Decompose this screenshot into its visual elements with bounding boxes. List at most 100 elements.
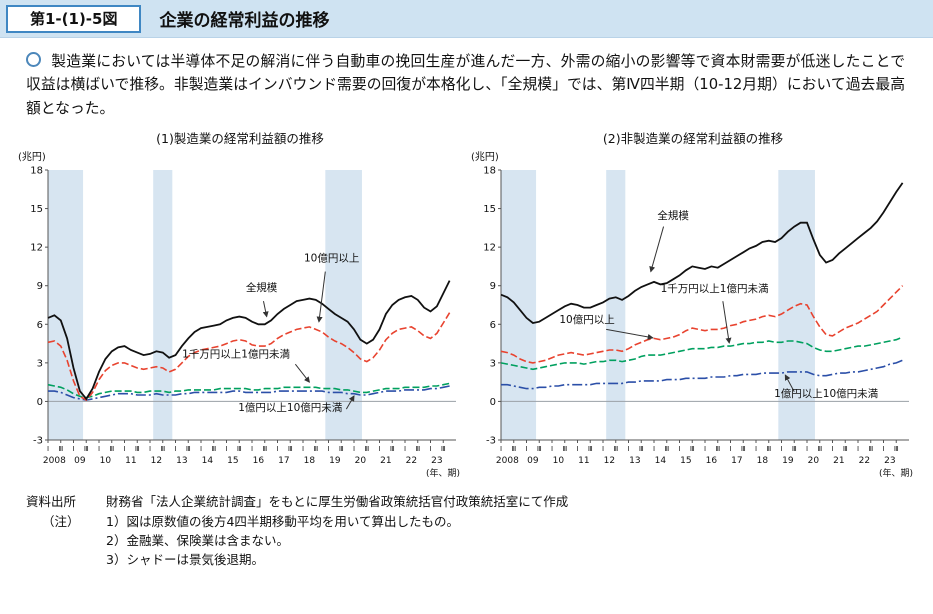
series-annotation-label: 10億円以上 <box>304 251 359 264</box>
year-label: 12 <box>604 456 615 466</box>
quarter-tick-label: Ⅰ <box>302 445 304 453</box>
y-tick-label: 18 <box>30 166 43 177</box>
quarter-tick-label: Ⅲ <box>288 445 293 453</box>
charts-container: (1)製造業の経常利益額の推移 -3 0 3 6 9 12 15 18 Ⅰ Ⅲ Ⅰ Ⅲ Ⅰ Ⅲ Ⅰ Ⅲ Ⅰ Ⅲ Ⅰ Ⅲ… <box>0 124 933 486</box>
note-list: 1）図は原数値の後方4四半期移動平均を用いて算出したもの。 2）金融業、保険業は… <box>106 512 459 570</box>
quarter-tick-label: Ⅲ <box>613 445 618 453</box>
quarter-tick-label: Ⅰ <box>755 445 757 453</box>
year-label: 12 <box>151 456 162 466</box>
year-label: 13 <box>629 456 640 466</box>
quarter-tick-label: Ⅰ <box>123 445 125 453</box>
quarter-tick-label: Ⅲ <box>894 445 899 453</box>
year-label: 21 <box>833 456 844 466</box>
quarter-tick-label: Ⅰ <box>404 445 406 453</box>
quarter-tick-label: Ⅰ <box>251 445 253 453</box>
quarter-tick-label: Ⅲ <box>84 445 89 453</box>
series-annotation-label: 1億円以上10億円未満 <box>238 401 343 414</box>
y-tick-label: 15 <box>483 204 496 215</box>
y-tick-label: 15 <box>30 204 43 215</box>
quarter-tick-label: Ⅲ <box>588 445 593 453</box>
year-label: 09 <box>74 456 86 466</box>
series-annotation-label: 全規模 <box>246 281 278 294</box>
series-line <box>500 182 904 325</box>
quarter-tick-label: Ⅰ <box>678 445 680 453</box>
year-label: 11 <box>125 456 136 466</box>
quarter-tick-label: Ⅲ <box>364 445 369 453</box>
quarter-tick-label: Ⅰ <box>47 445 49 453</box>
quarter-tick-label: Ⅰ <box>704 445 706 453</box>
recession-band <box>606 170 626 441</box>
chart-title-non-manufacturing: (2)非製造業の経常利益額の推移 <box>602 131 784 147</box>
y-tick-label: 12 <box>30 243 43 254</box>
y-unit-label: (兆円) <box>471 151 499 163</box>
quarter-tick-label: Ⅰ <box>378 445 380 453</box>
footnotes: 資料出所 財務省「法人企業統計調査」をもとに厚生労働省政策統括官付政策統括室にて… <box>0 486 933 570</box>
y-tick-label: 18 <box>483 166 496 177</box>
year-label: 16 <box>253 456 265 466</box>
year-label: 2008 <box>43 456 66 466</box>
quarter-tick-label: Ⅲ <box>313 445 318 453</box>
year-label: 19 <box>782 456 794 466</box>
quarter-tick-label: Ⅰ <box>225 445 227 453</box>
series-line <box>501 359 903 390</box>
quarter-tick-label: Ⅲ <box>511 445 516 453</box>
lead-text: 製造業においては半導体不足の解消に伴う自動車の挽回生産が進んだ一方、外需の縮小の… <box>26 53 905 117</box>
quarter-tick-label: Ⅲ <box>135 445 140 453</box>
quarter-tick-label: Ⅰ <box>576 445 578 453</box>
quarter-tick-label: Ⅲ <box>868 445 873 453</box>
year-label: 15 <box>227 456 238 466</box>
quarter-tick-label: Ⅲ <box>415 445 420 453</box>
year-label: 2008 <box>496 456 519 466</box>
y-unit-label: (兆円) <box>18 151 46 163</box>
series-line <box>47 280 451 401</box>
year-label: 14 <box>202 456 214 466</box>
series-annotation-label: 10億円以上 <box>559 313 614 326</box>
y-tick-label: 3 <box>37 358 43 369</box>
series-line <box>47 312 451 402</box>
series-annotation-label: 1千万円以上1億円未満 <box>661 282 769 295</box>
quarter-tick-label: Ⅲ <box>537 445 542 453</box>
y-tick-label: 6 <box>490 320 496 331</box>
year-label: 21 <box>380 456 391 466</box>
year-label: 10 <box>100 456 112 466</box>
y-tick-label: 12 <box>483 243 496 254</box>
quarter-tick-label: Ⅲ <box>211 445 216 453</box>
quarter-tick-label: Ⅰ <box>276 445 278 453</box>
quarter-tick-label: Ⅰ <box>429 445 431 453</box>
year-label: 09 <box>527 456 539 466</box>
quarter-tick-label: Ⅰ <box>602 445 604 453</box>
quarter-tick-label: Ⅰ <box>551 445 553 453</box>
quarter-tick-label: Ⅲ <box>664 445 669 453</box>
year-label: 14 <box>655 456 667 466</box>
year-label: 23 <box>884 456 895 466</box>
series-line <box>500 285 904 364</box>
year-label: 17 <box>731 456 742 466</box>
note-item: 3）シャドーは景気後退期。 <box>106 552 264 568</box>
recession-band <box>501 170 537 441</box>
quarter-tick-label: Ⅰ <box>525 445 527 453</box>
quarter-tick-label: Ⅲ <box>237 445 242 453</box>
quarter-tick-label: Ⅰ <box>627 445 629 453</box>
x-unit-label: (年、期) <box>879 467 913 479</box>
y-tick-label: 9 <box>37 281 43 292</box>
non-manufacturing-chart: (2)非製造業の経常利益額の推移 -3 0 3 6 9 12 15 18 Ⅰ Ⅲ Ⅰ Ⅲ Ⅰ Ⅲ Ⅰ Ⅲ Ⅰ Ⅲ Ⅰ… <box>467 126 919 486</box>
year-label: 11 <box>578 456 589 466</box>
quarter-tick-label: Ⅰ <box>806 445 808 453</box>
figure-number-badge: 第1-(1)-5図 <box>6 4 142 33</box>
quarter-tick-label: Ⅰ <box>831 445 833 453</box>
y-tick-label: 0 <box>37 397 43 408</box>
quarter-tick-label: Ⅰ <box>174 445 176 453</box>
y-tick-label: -3 <box>486 436 496 447</box>
figure-title: 企業の経常利益の推移 <box>159 11 330 31</box>
quarter-tick-label: Ⅲ <box>817 445 822 453</box>
quarter-tick-label: Ⅲ <box>639 445 644 453</box>
quarter-tick-label: Ⅲ <box>792 445 797 453</box>
quarter-tick-label: Ⅲ <box>109 445 114 453</box>
quarter-tick-label: Ⅲ <box>562 445 567 453</box>
chart-title-manufacturing: (1)製造業の経常利益額の推移 <box>156 131 324 147</box>
y-tick-label: 0 <box>490 397 496 408</box>
quarter-tick-label: Ⅰ <box>98 445 100 453</box>
year-label: 19 <box>329 456 341 466</box>
note-row: （注） 1）図は原数値の後方4四半期移動平均を用いて算出したもの。 2）金融業、… <box>26 512 913 570</box>
